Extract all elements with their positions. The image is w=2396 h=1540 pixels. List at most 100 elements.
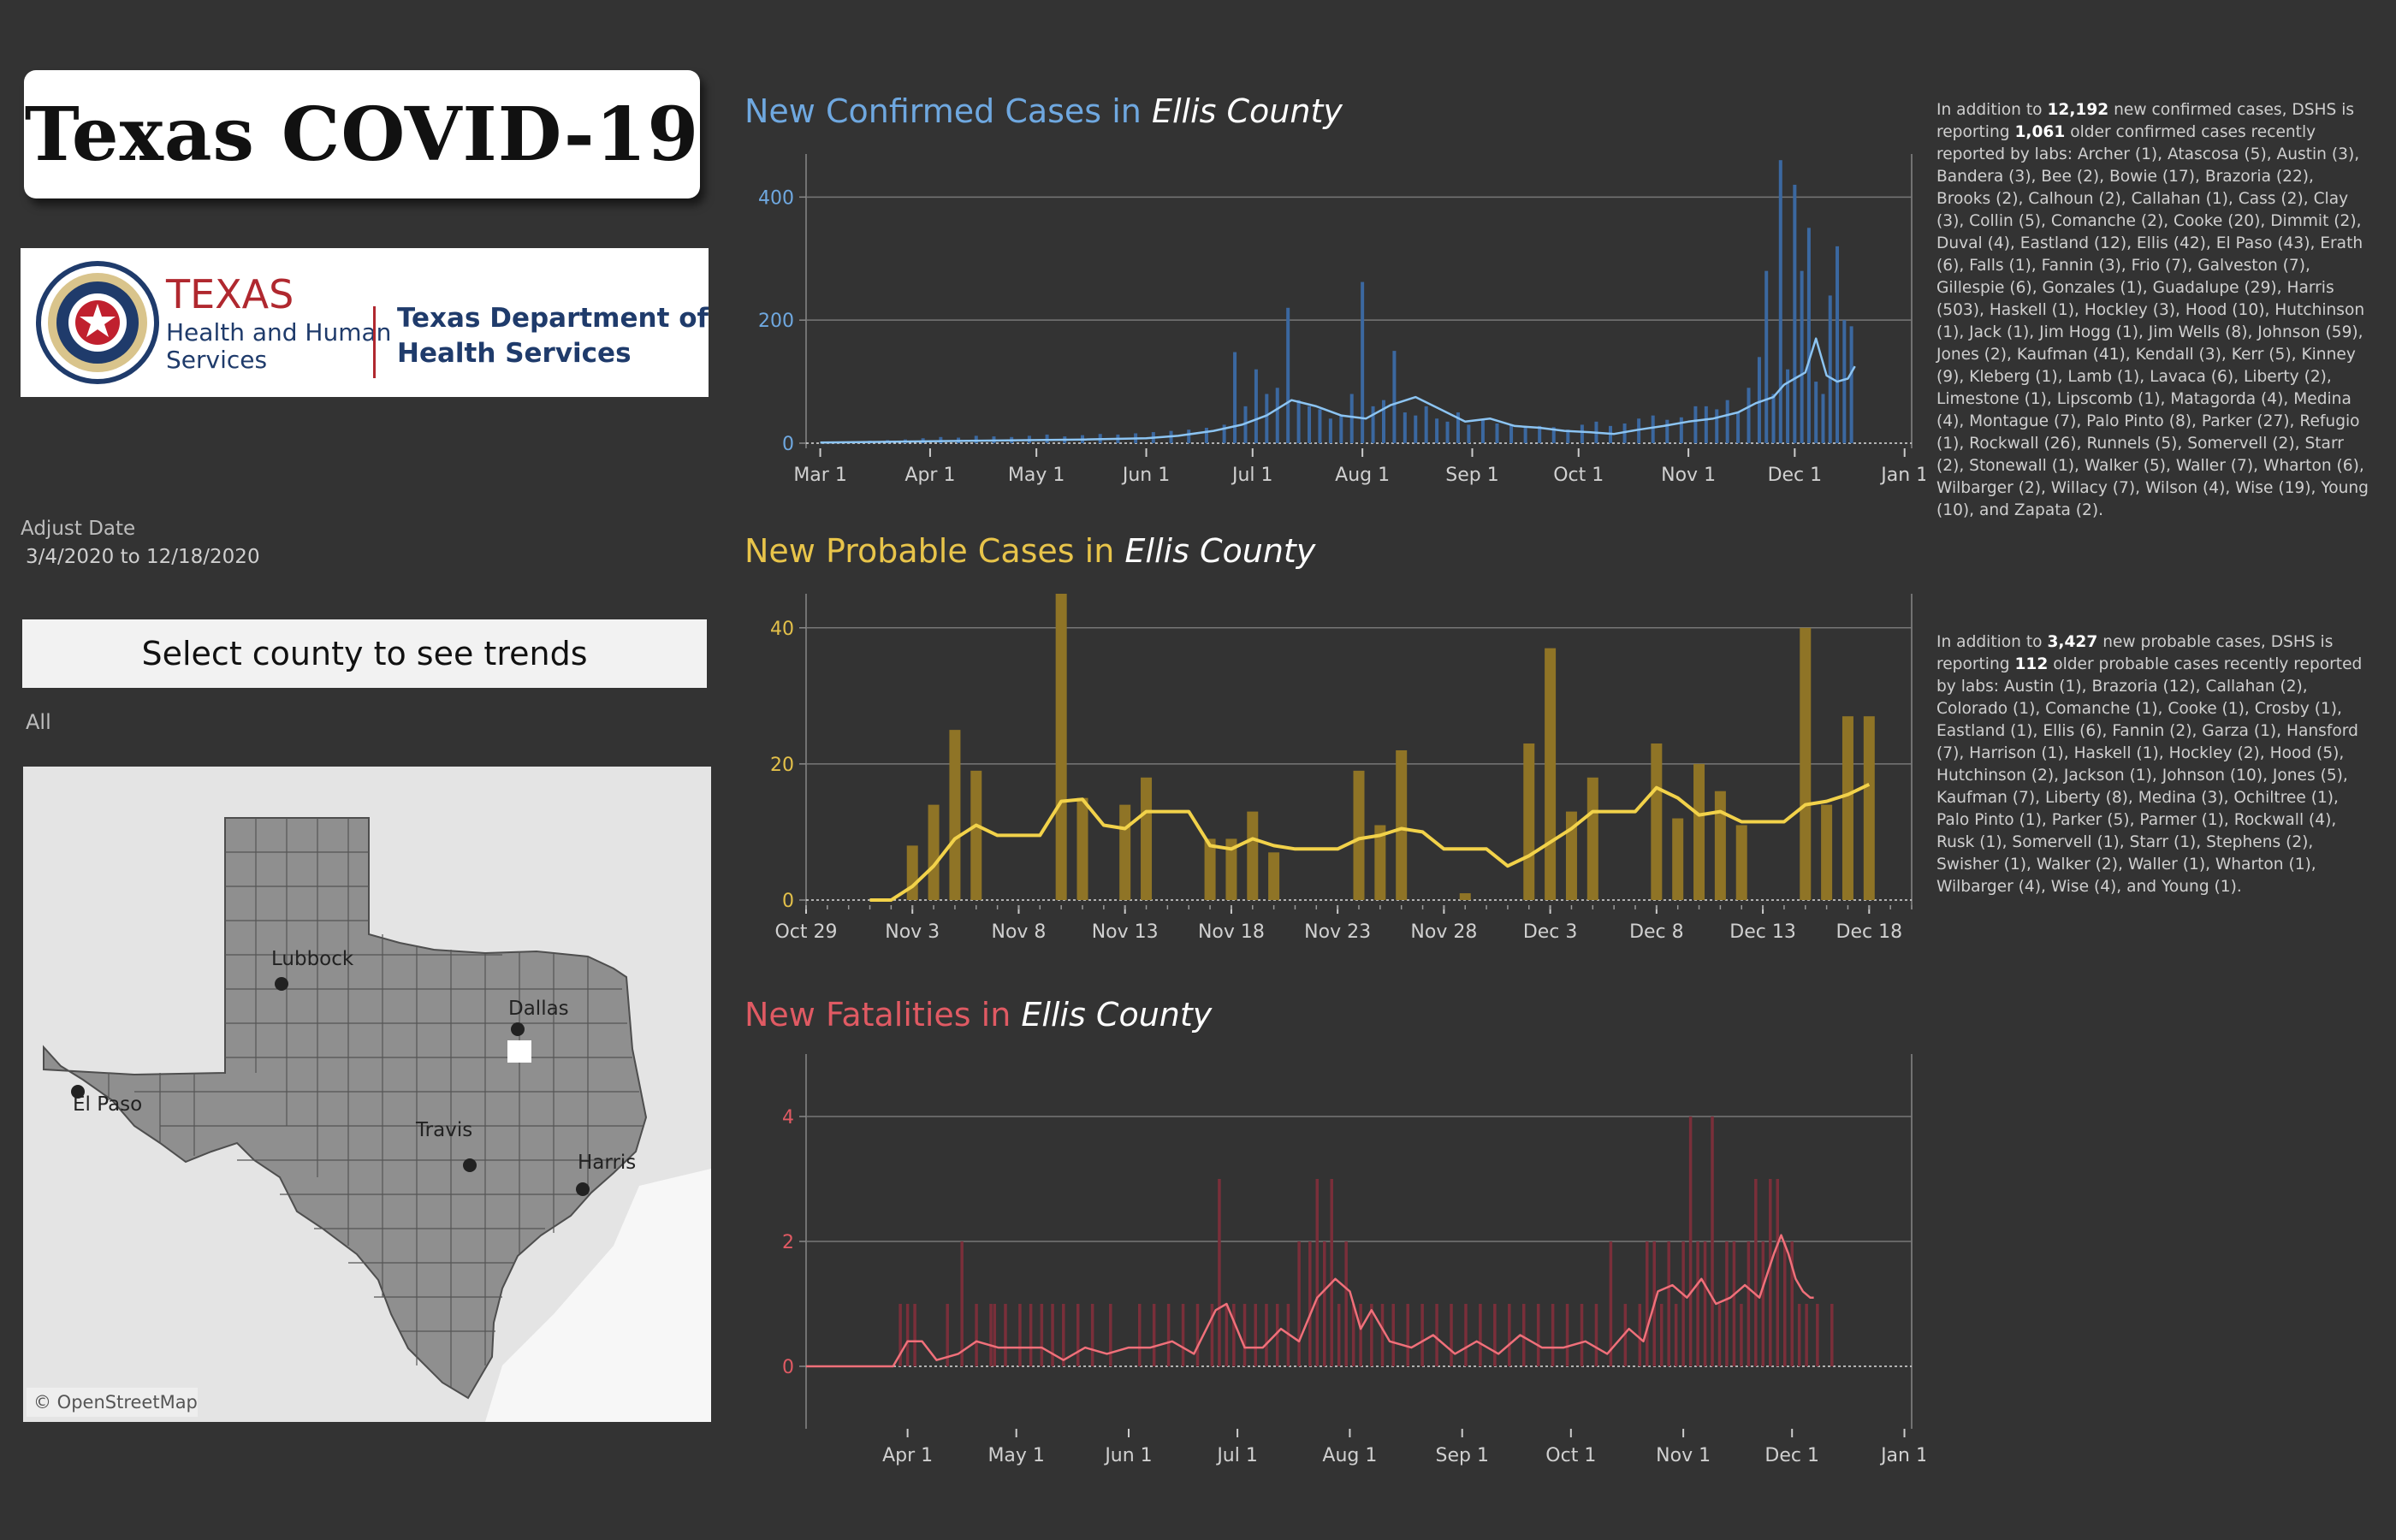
fatalities-bar[interactable]: [1776, 1179, 1780, 1366]
confirmed-bar[interactable]: [1424, 406, 1428, 443]
probable-bar[interactable]: [1247, 811, 1259, 900]
county-filter[interactable]: All: [26, 710, 51, 734]
confirmed-bar[interactable]: [1339, 415, 1343, 443]
confirmed-bar[interactable]: [1403, 412, 1407, 443]
probable-bar[interactable]: [1523, 743, 1535, 900]
probable-bar[interactable]: [1863, 716, 1875, 900]
fatalities-bar[interactable]: [1344, 1241, 1348, 1366]
fatalities-bar[interactable]: [1152, 1304, 1156, 1366]
city-marker-harris[interactable]: [576, 1182, 590, 1196]
fatalities-bar[interactable]: [1166, 1304, 1171, 1366]
confirmed-bar[interactable]: [1265, 394, 1269, 443]
confirmed-bar[interactable]: [1566, 429, 1570, 443]
fatalities-bar[interactable]: [960, 1241, 964, 1366]
probable-bar[interactable]: [1459, 893, 1471, 900]
fatalities-bar[interactable]: [1769, 1179, 1772, 1366]
fatalities-bar[interactable]: [1623, 1304, 1628, 1366]
confirmed-bar[interactable]: [1814, 382, 1818, 443]
fatalities-bar[interactable]: [1667, 1241, 1670, 1366]
confirmed-bar[interactable]: [1308, 406, 1312, 443]
fatalities-average-line[interactable]: [806, 1234, 1814, 1368]
fatalities-bar[interactable]: [1218, 1179, 1221, 1366]
fatalities-bar[interactable]: [1536, 1304, 1540, 1366]
probable-bar[interactable]: [949, 730, 961, 900]
confirmed-bar[interactable]: [1414, 415, 1418, 443]
confirmed-bar[interactable]: [1371, 406, 1375, 443]
fatalities-bar[interactable]: [1638, 1304, 1642, 1366]
fatalities-bar[interactable]: [1210, 1304, 1214, 1366]
confirmed-bar[interactable]: [1693, 406, 1698, 443]
confirmed-bar[interactable]: [1665, 419, 1669, 443]
fatalities-chart[interactable]: 0 2 4 Apr 1 May 1 Jun 1 Jul 1 Aug 1 Sep 1 Oct 1 No…: [744, 1047, 1925, 1475]
confirmed-bar[interactable]: [1392, 351, 1397, 443]
fatalities-bar[interactable]: [1681, 1241, 1685, 1366]
confirmed-bar[interactable]: [1243, 406, 1248, 443]
fatalities-bar[interactable]: [1370, 1304, 1373, 1366]
confirmed-cases-chart[interactable]: 0 200 400 Mar 1 Apr 1 May 1 Jun 1 Jul 1 Aug 1 Sep…: [744, 145, 1925, 522]
confirmed-average-line[interactable]: [820, 337, 1856, 444]
confirmed-bar[interactable]: [1800, 270, 1804, 443]
confirmed-bar[interactable]: [1580, 424, 1584, 443]
fatalities-bar[interactable]: [1018, 1304, 1022, 1366]
fatalities-bar[interactable]: [1391, 1304, 1395, 1366]
fatalities-bar[interactable]: [1181, 1304, 1185, 1366]
confirmed-bar[interactable]: [1764, 270, 1769, 443]
confirmed-bar[interactable]: [1286, 307, 1290, 443]
probable-bar[interactable]: [1076, 797, 1088, 900]
confirmed-bar[interactable]: [1715, 409, 1719, 443]
fatalities-bar[interactable]: [1740, 1304, 1743, 1366]
fatalities-bar[interactable]: [1479, 1304, 1482, 1366]
fatalities-bar[interactable]: [1594, 1304, 1598, 1366]
probable-bar[interactable]: [1374, 825, 1386, 900]
confirmed-bar[interactable]: [1771, 394, 1776, 443]
confirmed-bar[interactable]: [1254, 369, 1258, 443]
fatalities-bar[interactable]: [1659, 1304, 1664, 1366]
fatalities-bar[interactable]: [1508, 1304, 1511, 1366]
fatalities-bar[interactable]: [1782, 1241, 1787, 1366]
confirmed-bar[interactable]: [1849, 326, 1853, 443]
fatalities-bar[interactable]: [1711, 1116, 1714, 1366]
city-marker-dallas[interactable]: [511, 1022, 525, 1036]
confirmed-bar[interactable]: [1233, 352, 1237, 443]
fatalities-bar[interactable]: [1493, 1304, 1497, 1366]
probable-bar[interactable]: [1800, 627, 1812, 900]
fatalities-bar[interactable]: [1696, 1241, 1699, 1366]
fatalities-bar[interactable]: [898, 1304, 902, 1366]
fatalities-bar[interactable]: [1232, 1304, 1236, 1366]
fatalities-bar[interactable]: [1688, 1116, 1693, 1366]
probable-average-line[interactable]: [869, 782, 1871, 902]
probable-bar[interactable]: [906, 845, 918, 900]
fatalities-bar[interactable]: [1406, 1304, 1409, 1366]
fatalities-bar[interactable]: [1732, 1241, 1736, 1366]
fatalities-bar[interactable]: [1090, 1304, 1094, 1366]
confirmed-bar[interactable]: [1318, 409, 1322, 443]
fatalities-bar[interactable]: [1830, 1304, 1834, 1366]
fatalities-bar[interactable]: [1420, 1304, 1424, 1366]
texas-county-map[interactable]: Lubbock Dallas El Paso Travis Harris © O…: [23, 767, 711, 1422]
city-marker-travis[interactable]: [463, 1158, 477, 1172]
fatalities-bar[interactable]: [1805, 1304, 1808, 1366]
probable-bar[interactable]: [1672, 818, 1684, 900]
probable-bar[interactable]: [1225, 838, 1237, 900]
fatalities-bar[interactable]: [1754, 1179, 1758, 1366]
fatalities-bar[interactable]: [1797, 1304, 1801, 1366]
fatalities-bar[interactable]: [1297, 1241, 1301, 1366]
fatalities-bar[interactable]: [1551, 1304, 1555, 1366]
fatalities-bar[interactable]: [1004, 1304, 1007, 1366]
confirmed-bar[interactable]: [1679, 417, 1683, 443]
probable-bar[interactable]: [1055, 594, 1067, 900]
confirmed-bar[interactable]: [1757, 357, 1761, 443]
fatalities-bar[interactable]: [1225, 1304, 1229, 1366]
confirmed-bar[interactable]: [974, 435, 978, 443]
fatalities-bar[interactable]: [989, 1304, 993, 1366]
fatalities-bar[interactable]: [1051, 1304, 1054, 1366]
confirmed-bar[interactable]: [1538, 425, 1542, 443]
probable-bar[interactable]: [1545, 648, 1557, 900]
fatalities-bar[interactable]: [1029, 1304, 1033, 1366]
confirmed-bar[interactable]: [1747, 388, 1751, 443]
fatalities-bar[interactable]: [1308, 1241, 1312, 1366]
probable-bar[interactable]: [1119, 804, 1131, 900]
probable-bar[interactable]: [1821, 804, 1833, 900]
probable-bar[interactable]: [1841, 716, 1853, 900]
probable-bar[interactable]: [1565, 811, 1577, 900]
